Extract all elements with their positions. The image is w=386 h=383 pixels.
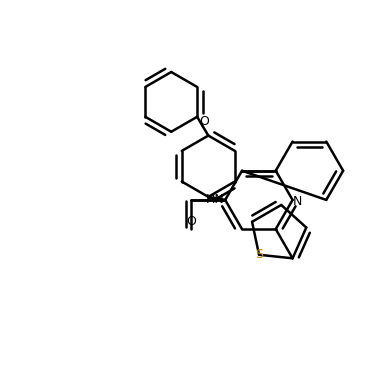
Text: HN: HN: [206, 193, 225, 206]
Text: O: O: [200, 115, 210, 128]
Text: S: S: [255, 248, 263, 261]
Text: O: O: [186, 215, 196, 228]
Text: N: N: [293, 195, 302, 208]
